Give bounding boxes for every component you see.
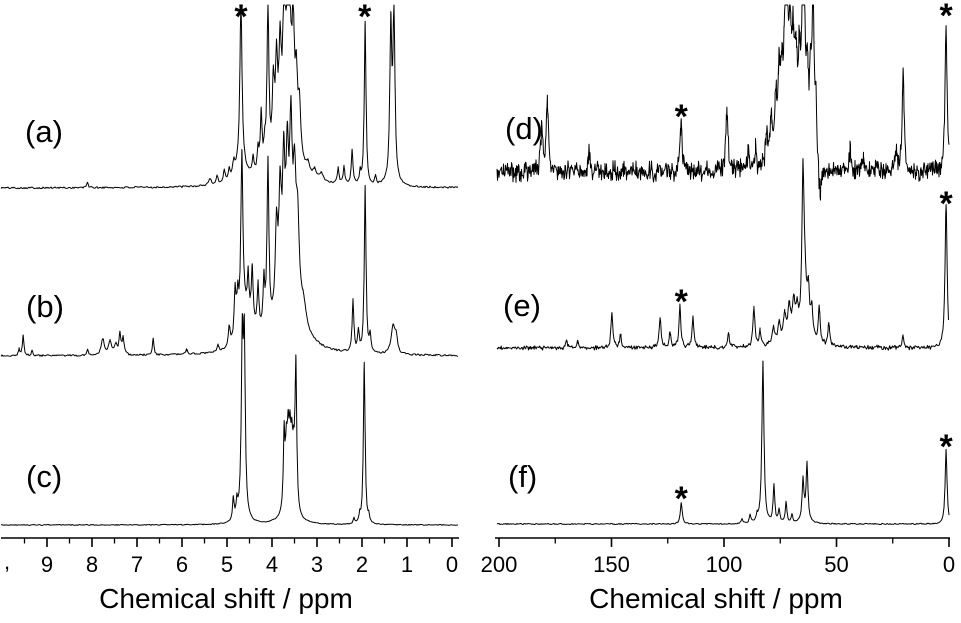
solvent-asterisk: * [234,0,248,36]
solvent-asterisk: * [939,428,953,466]
panel-label-c: (c) [26,459,63,494]
tick-label: 5 [221,552,233,577]
tick-label: 0 [943,552,955,577]
tick-label: 8 [86,552,98,577]
spectrum-trace-b [0,94,459,357]
cropped-tick-label: , [4,549,11,574]
panel-label-e: (e) [503,288,541,323]
panel-label-d: (d) [505,111,543,146]
tick-label: 3 [311,552,323,577]
solvent-asterisk: * [358,0,372,36]
x-axis-title-right: Chemical shift / ppm [589,583,843,614]
x-axis-left: 9 8 7 6 5 4 3 2 1 0 [1,537,459,577]
spectrum-trace-a [0,4,459,190]
solvent-asterisk: * [939,0,953,35]
x-axis-right: 200 150 100 50 0 [481,537,955,577]
solvent-asterisk: * [675,480,689,518]
solvent-asterisk: * [675,283,689,321]
spectrum-trace-d [496,4,950,201]
tick-label: 2 [356,552,368,577]
x-axis-title-left: Chemical shift / ppm [99,583,353,614]
spectrum-trace-e [496,158,949,351]
solvent-asterisk: * [939,185,953,223]
solvent-asterisk: * [675,98,689,136]
spectrum-trace-f [496,360,950,526]
tick-label: 7 [131,552,143,577]
panel-label-f: (f) [508,459,538,494]
tick-label: 6 [176,552,188,577]
tick-label: 9 [41,552,53,577]
tick-label: 0 [446,552,458,577]
tick-label: 150 [593,552,630,577]
tick-label: 1 [401,552,413,577]
tick-label: 4 [266,552,278,577]
tick-label: 200 [481,552,518,577]
panel-label-a: (a) [25,114,63,149]
spectrum-trace-c [0,312,459,526]
tick-label: 100 [706,552,743,577]
tick-label: 50 [824,552,848,577]
panel-label-b: (b) [26,289,64,324]
